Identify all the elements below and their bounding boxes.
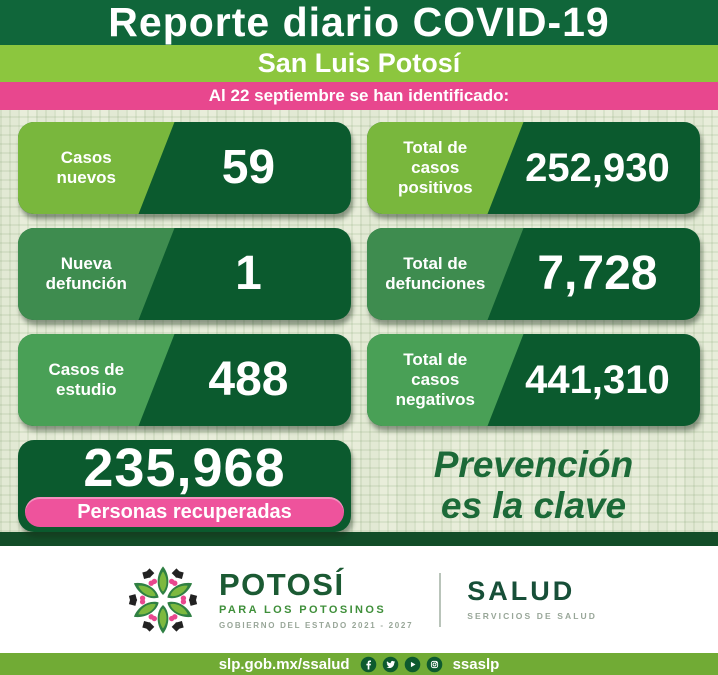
stat-label: Casos nuevos: [18, 122, 175, 214]
recovered-value: 235,968: [83, 438, 286, 498]
stat-label: Total de casos positivos: [367, 122, 524, 214]
stat-card-total-negativos: Total de casos negativos 441,310: [367, 334, 700, 426]
stat-value: 252,930: [525, 146, 670, 190]
social-handle: ssaslp: [452, 655, 500, 673]
prevention-line2: es la clave: [440, 485, 627, 526]
stat-label: Total de casos negativos: [367, 334, 524, 426]
social-icons: [360, 656, 443, 673]
recovered-label-pill: Personas recuperadas: [25, 497, 344, 527]
stat-card-casos-estudio: Casos de estudio 488: [18, 334, 351, 426]
brand-note: GOBIERNO DEL ESTADO 2021 - 2027: [219, 621, 414, 630]
stat-card-nueva-defuncion: Nueva defunción 1: [18, 228, 351, 320]
stat-value: 441,310: [525, 358, 670, 402]
date-banner-band: Al 22 septiembre se han identificado:: [0, 82, 718, 110]
org-subtitle: SERVICIOS DE SALUD: [467, 611, 597, 621]
stat-value: 1: [235, 247, 262, 300]
instagram-icon: [426, 656, 442, 672]
twitter-icon: [382, 656, 398, 672]
date-banner-text: Al 22 septiembre se han identificado:: [208, 86, 510, 105]
stat-card-total-defunciones: Total de defunciones 7,728: [367, 228, 700, 320]
brand-name: POTOSÍ: [219, 567, 345, 602]
brand-tagline: PARA LOS POTOSINOS: [219, 604, 387, 616]
stat-label: Total de defunciones: [367, 228, 524, 320]
footer: POTOSÍ PARA LOS POTOSINOS GOBIERNO DEL E…: [0, 546, 718, 653]
brand-block: POTOSÍ PARA LOS POTOSINOS GOBIERNO DEL E…: [219, 569, 413, 630]
org-block: SALUD SERVICIOS DE SALUD: [467, 576, 597, 622]
org-name: SALUD: [467, 576, 576, 606]
potosi-emblem-icon: [121, 558, 205, 642]
report-title-band: Reporte diario COVID-19: [0, 0, 718, 45]
stat-value: 7,728: [537, 247, 658, 300]
prevention-line1: Prevención: [433, 444, 634, 486]
prevention-message: Prevención es la clave: [367, 440, 700, 532]
stat-value: 59: [221, 141, 276, 194]
stat-value: 488: [208, 353, 289, 406]
stat-card-casos-nuevos: Casos nuevos 59: [18, 122, 351, 214]
state-name: San Luis Potosí: [257, 48, 461, 78]
stat-card-total-positivos: Total de casos positivos 252,930: [367, 122, 700, 214]
recovered-card: 235,968 Personas recuperadas: [18, 440, 351, 532]
stat-label: Nueva defunción: [18, 228, 175, 320]
stat-label: Casos de estudio: [18, 334, 175, 426]
state-band: San Luis Potosí: [0, 45, 718, 82]
youtube-icon: [404, 656, 420, 672]
facebook-icon: [360, 656, 376, 672]
website-url: slp.gob.mx/ssalud: [218, 655, 350, 673]
stats-grid: Casos nuevos 59 Total de casos positivos…: [0, 110, 718, 532]
footer-divider: [439, 572, 442, 627]
divider-strip: [0, 532, 718, 546]
bottom-bar: slp.gob.mx/ssalud ssaslp: [0, 653, 718, 675]
recovered-label: Personas recuperadas: [77, 500, 292, 523]
report-title: Reporte diario COVID-19: [108, 0, 610, 45]
